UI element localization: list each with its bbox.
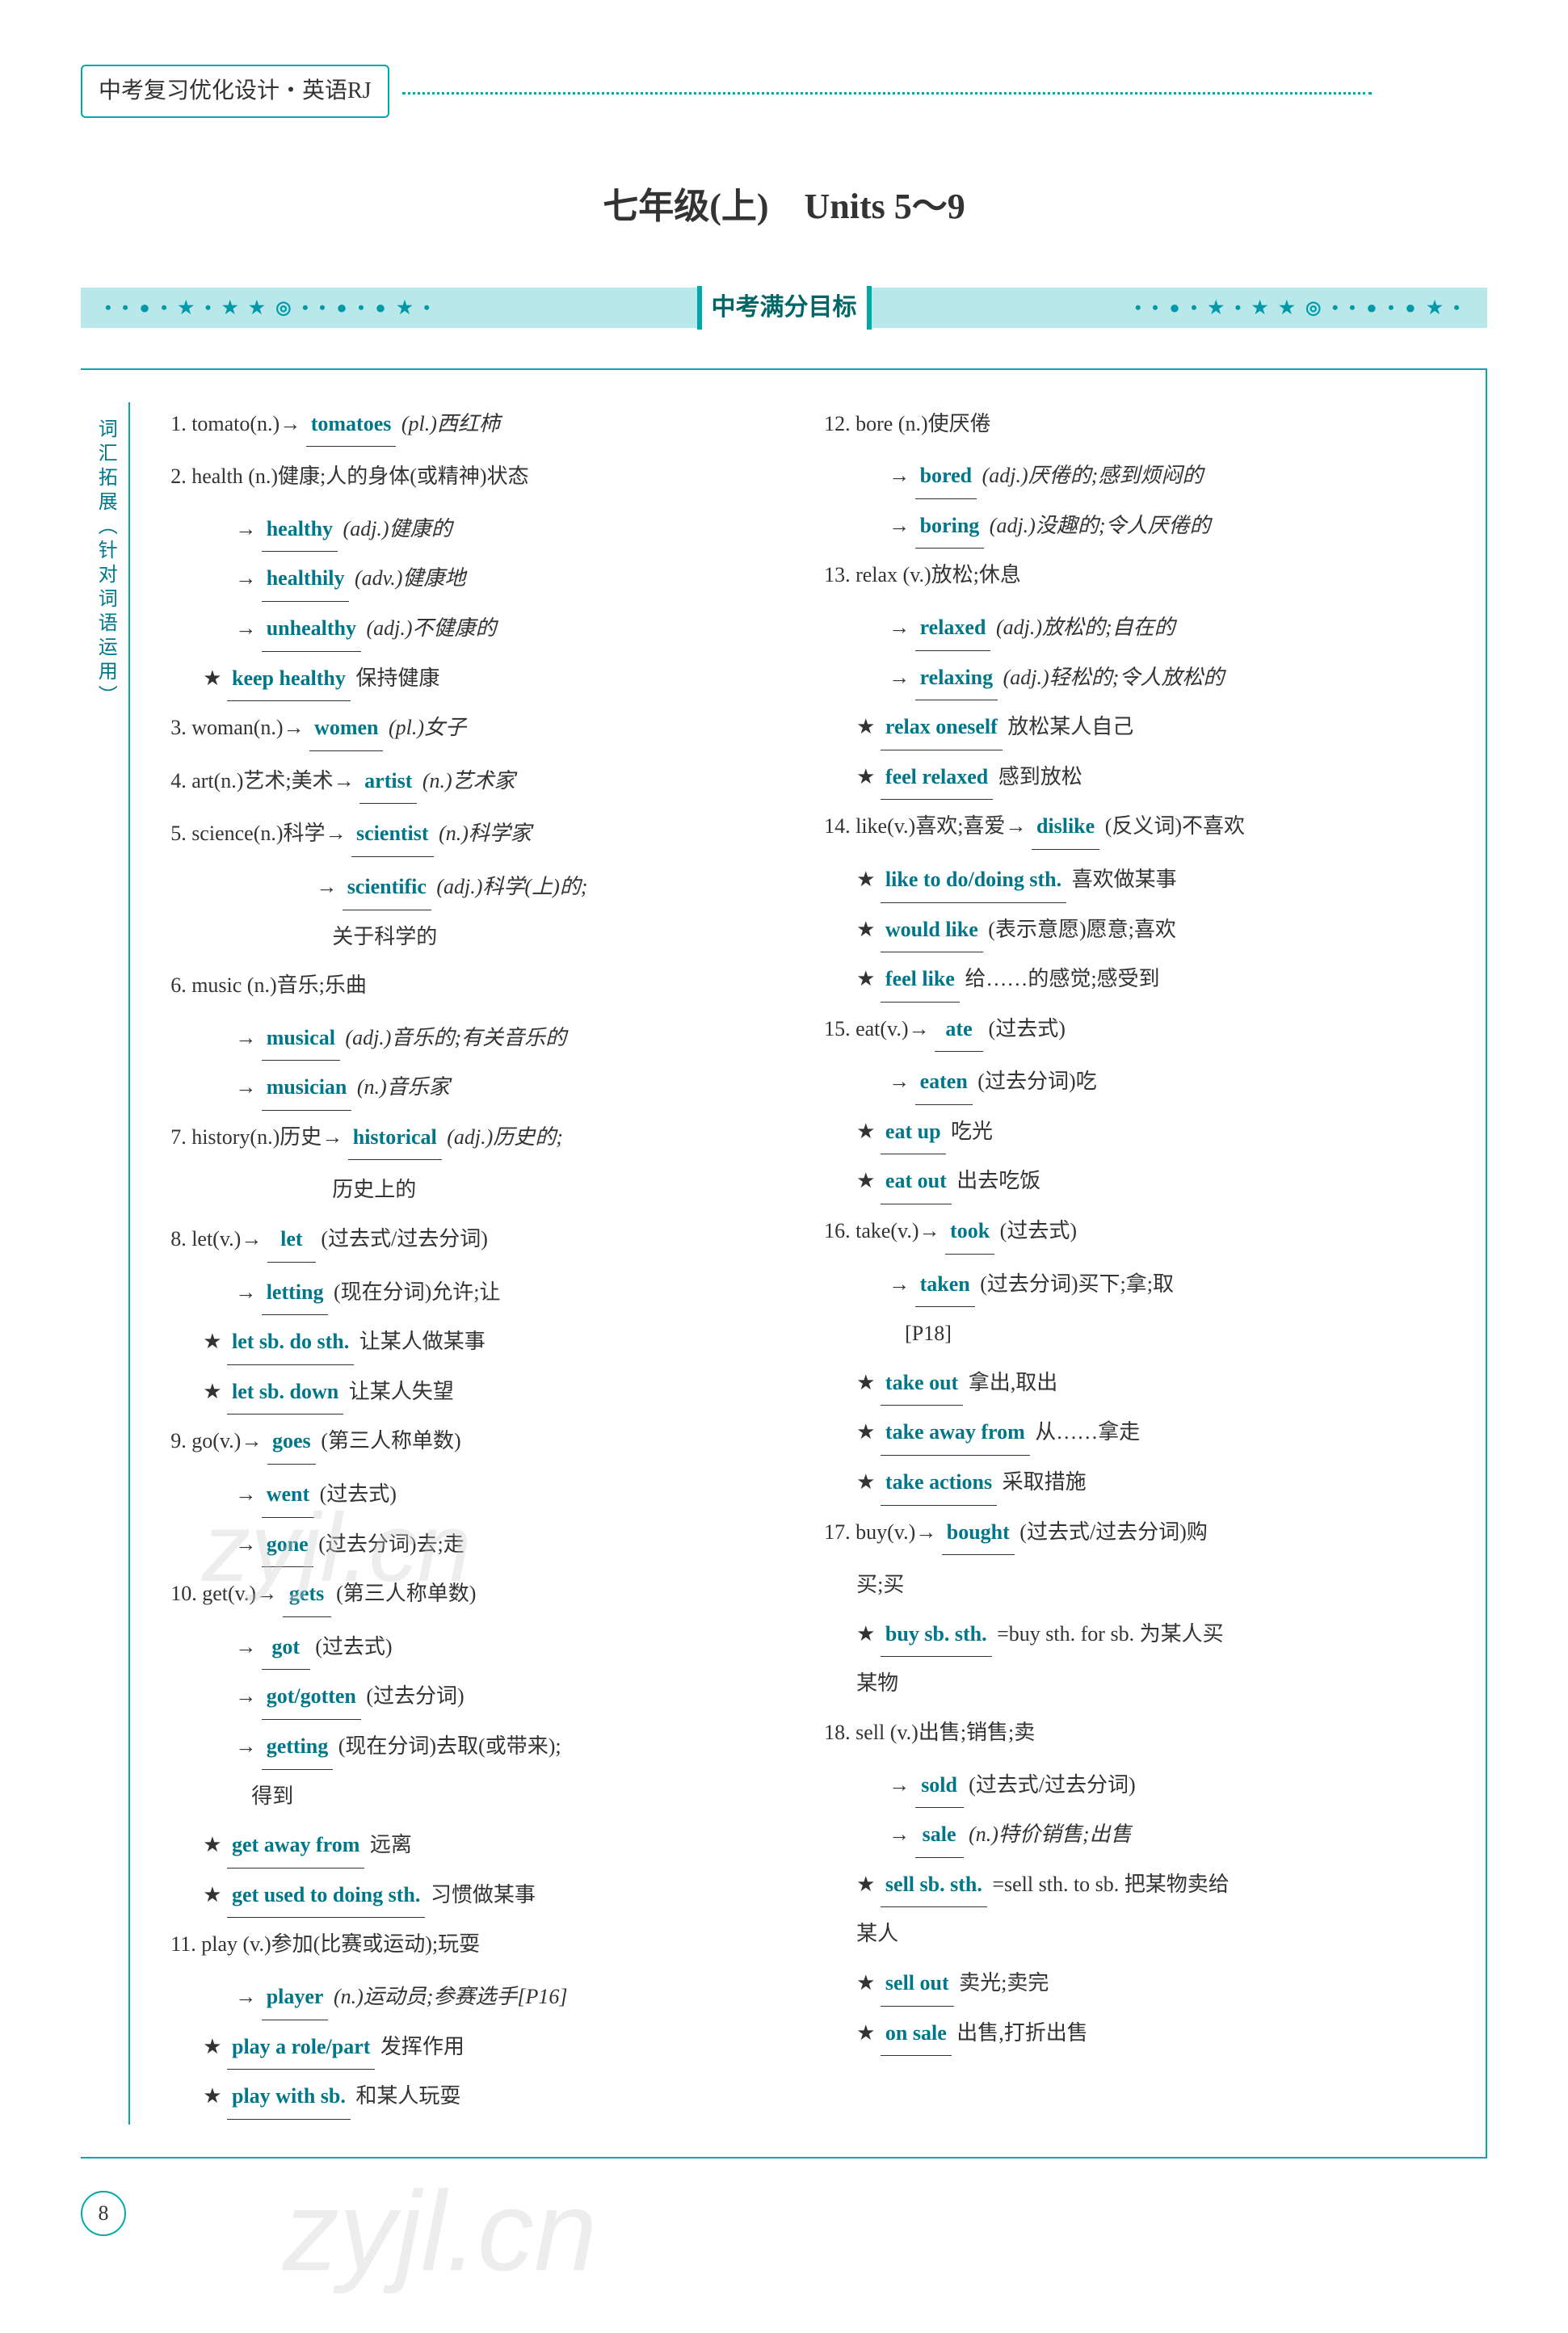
- entry-16a2: [P18]: [824, 1312, 1445, 1356]
- header-tab: 中考复习优化设计・英语RJ: [81, 65, 389, 118]
- entry-5a2: 关于科学的: [170, 915, 792, 960]
- left-column: 1. tomato(n.)→ tomatoes (pl.)西红柿 2. heal…: [154, 402, 808, 2125]
- entry-8b: let sb. do sth. 让某人做某事: [170, 1320, 792, 1365]
- entry-15b: eat up 吃光: [824, 1110, 1445, 1155]
- section-banner: 中考满分目标: [81, 288, 1487, 328]
- entry-17a: buy sb. sth. =buy sth. for sb. 为某人买: [824, 1612, 1445, 1658]
- entry-4: 4. art(n.)艺术;美术→ artist (n.)艺术家: [170, 759, 792, 805]
- entry-1: 1. tomato(n.)→ tomatoes (pl.)西红柿: [170, 402, 792, 448]
- entry-18c: sell sb. sth. =sell sth. to sb. 把某物卖给: [824, 1863, 1445, 1908]
- entry-3: 3. woman(n.)→ women (pl.)女子: [170, 706, 792, 751]
- entry-9: 9. go(v.)→ goes (第三人称单数): [170, 1419, 792, 1465]
- entry-11b: play a role/part 发挥作用: [170, 2025, 792, 2070]
- entry-9b: gone (过去分词)去;走: [170, 1523, 792, 1568]
- entry-16b: take out 拿出,取出: [824, 1361, 1445, 1406]
- entry-16d: take actions 采取措施: [824, 1461, 1445, 1506]
- entry-10d: get away from 远离: [170, 1823, 792, 1869]
- entry-18e: on sale 出售,打折出售: [824, 2011, 1445, 2057]
- entry-5: 5. science(n.)科学→ scientist (n.)科学家: [170, 812, 792, 857]
- entry-10c2: 得到: [170, 1775, 792, 1819]
- entry-17a2: 某物: [824, 1662, 1445, 1706]
- entry-5a: scientific (adj.)科学(上)的;: [170, 865, 792, 910]
- entry-18b: sale (n.)特价销售;出售: [824, 1813, 1445, 1858]
- entry-13a: relaxed (adj.)放松的;自在的: [824, 606, 1445, 651]
- right-column: 12. bore (n.)使厌倦 bored (adj.)厌倦的;感到烦闷的 b…: [808, 402, 1461, 2125]
- entry-10: 10. get(v.)→ gets (第三人称单数): [170, 1572, 792, 1617]
- entry-14c: feel like 给……的感觉;感受到: [824, 957, 1445, 1003]
- entry-17t2: 买;买: [824, 1563, 1445, 1608]
- banner-text: 中考满分目标: [697, 286, 872, 330]
- entry-18: 18. sell (v.)出售;销售;卖: [824, 1711, 1445, 1755]
- entry-18d: sell out 卖光;卖完: [824, 1961, 1445, 2007]
- header-dotted-line: [402, 92, 1372, 95]
- entry-13: 13. relax (v.)放松;休息: [824, 553, 1445, 598]
- entry-18c2: 某人: [824, 1912, 1445, 1957]
- entry-7: 7. history(n.)历史→ historical (adj.)历史的;: [170, 1116, 792, 1161]
- entry-8c: let sb. down 让某人失望: [170, 1370, 792, 1415]
- entry-15: 15. eat(v.)→ ate (过去式): [824, 1007, 1445, 1053]
- entry-15c: eat out 出去吃饭: [824, 1159, 1445, 1204]
- entry-14a: like to do/doing sth. 喜欢做某事: [824, 858, 1445, 903]
- entry-16: 16. take(v.)→ took (过去式): [824, 1209, 1445, 1255]
- entry-9a: went (过去式): [170, 1473, 792, 1518]
- entry-12a: bored (adj.)厌倦的;感到烦闷的: [824, 454, 1445, 499]
- entry-16a: taken (过去分词)买下;拿;取: [824, 1263, 1445, 1308]
- entry-15a: eaten (过去分词)吃: [824, 1060, 1445, 1105]
- entry-2b: healthily (adv.)健康地: [170, 557, 792, 602]
- watermark-2: zyjl.cn: [283, 2129, 597, 2333]
- entry-11c: play with sb. 和某人玩耍: [170, 2074, 792, 2120]
- entry-2: 2. health (n.)健康;人的身体(或精神)状态: [170, 455, 792, 499]
- page-number: 8: [81, 2191, 126, 2236]
- entry-10e: get used to doing sth. 习惯做某事: [170, 1873, 792, 1919]
- entry-8: 8. let(v.)→ let (过去式/过去分词): [170, 1217, 792, 1263]
- entry-17: 17. buy(v.)→ bought (过去式/过去分词)购: [824, 1511, 1445, 1556]
- entry-14: 14. like(v.)喜欢;喜爱→ dislike (反义词)不喜欢: [824, 805, 1445, 850]
- entry-13b: relaxing (adj.)轻松的;令人放松的: [824, 656, 1445, 701]
- entry-7a: 历史上的: [170, 1168, 792, 1213]
- entry-11: 11. play (v.)参加(比赛或运动);玩耍: [170, 1923, 792, 1967]
- entry-10c: getting (现在分词)去取(或带来);: [170, 1725, 792, 1770]
- entry-13c: relax oneself 放松某人自己: [824, 705, 1445, 750]
- entry-13d: feel relaxed 感到放松: [824, 755, 1445, 801]
- columns: 1. tomato(n.)→ tomatoes (pl.)西红柿 2. heal…: [130, 402, 1461, 2125]
- entry-12b: boring (adj.)没趣的;令人厌倦的: [824, 504, 1445, 549]
- entry-2a: healthy (adj.)健康的: [170, 507, 792, 553]
- entry-10a: got (过去式): [170, 1625, 792, 1671]
- page-header: 中考复习优化设计・英语RJ: [81, 65, 1487, 142]
- side-label: 词汇拓展︵针对词语运用︶: [81, 402, 130, 2125]
- entry-8a: letting (现在分词)允许;让: [170, 1271, 792, 1316]
- entry-6b: musician (n.)音乐家: [170, 1066, 792, 1111]
- entry-12: 12. bore (n.)使厌倦: [824, 402, 1445, 447]
- entry-18a: sold (过去式/过去分词): [824, 1763, 1445, 1809]
- entry-2c: unhealthy (adj.)不健康的: [170, 607, 792, 652]
- entry-14b: would like (表示意愿)愿意;喜欢: [824, 908, 1445, 953]
- entry-2d: keep healthy 保持健康: [170, 657, 792, 702]
- entry-11a: player (n.)运动员;参赛选手[P16]: [170, 1975, 792, 2020]
- content-box: 词汇拓展︵针对词语运用︶ 1. tomato(n.)→ tomatoes (pl…: [81, 368, 1487, 2159]
- main-title: 七年级(上) Units 5～9: [81, 174, 1487, 238]
- entry-6a: musical (adj.)音乐的;有关音乐的: [170, 1016, 792, 1061]
- entry-16c: take away from 从……拿走: [824, 1410, 1445, 1456]
- entry-6: 6. music (n.)音乐;乐曲: [170, 964, 792, 1008]
- entry-10b: got/gotten (过去分词): [170, 1675, 792, 1720]
